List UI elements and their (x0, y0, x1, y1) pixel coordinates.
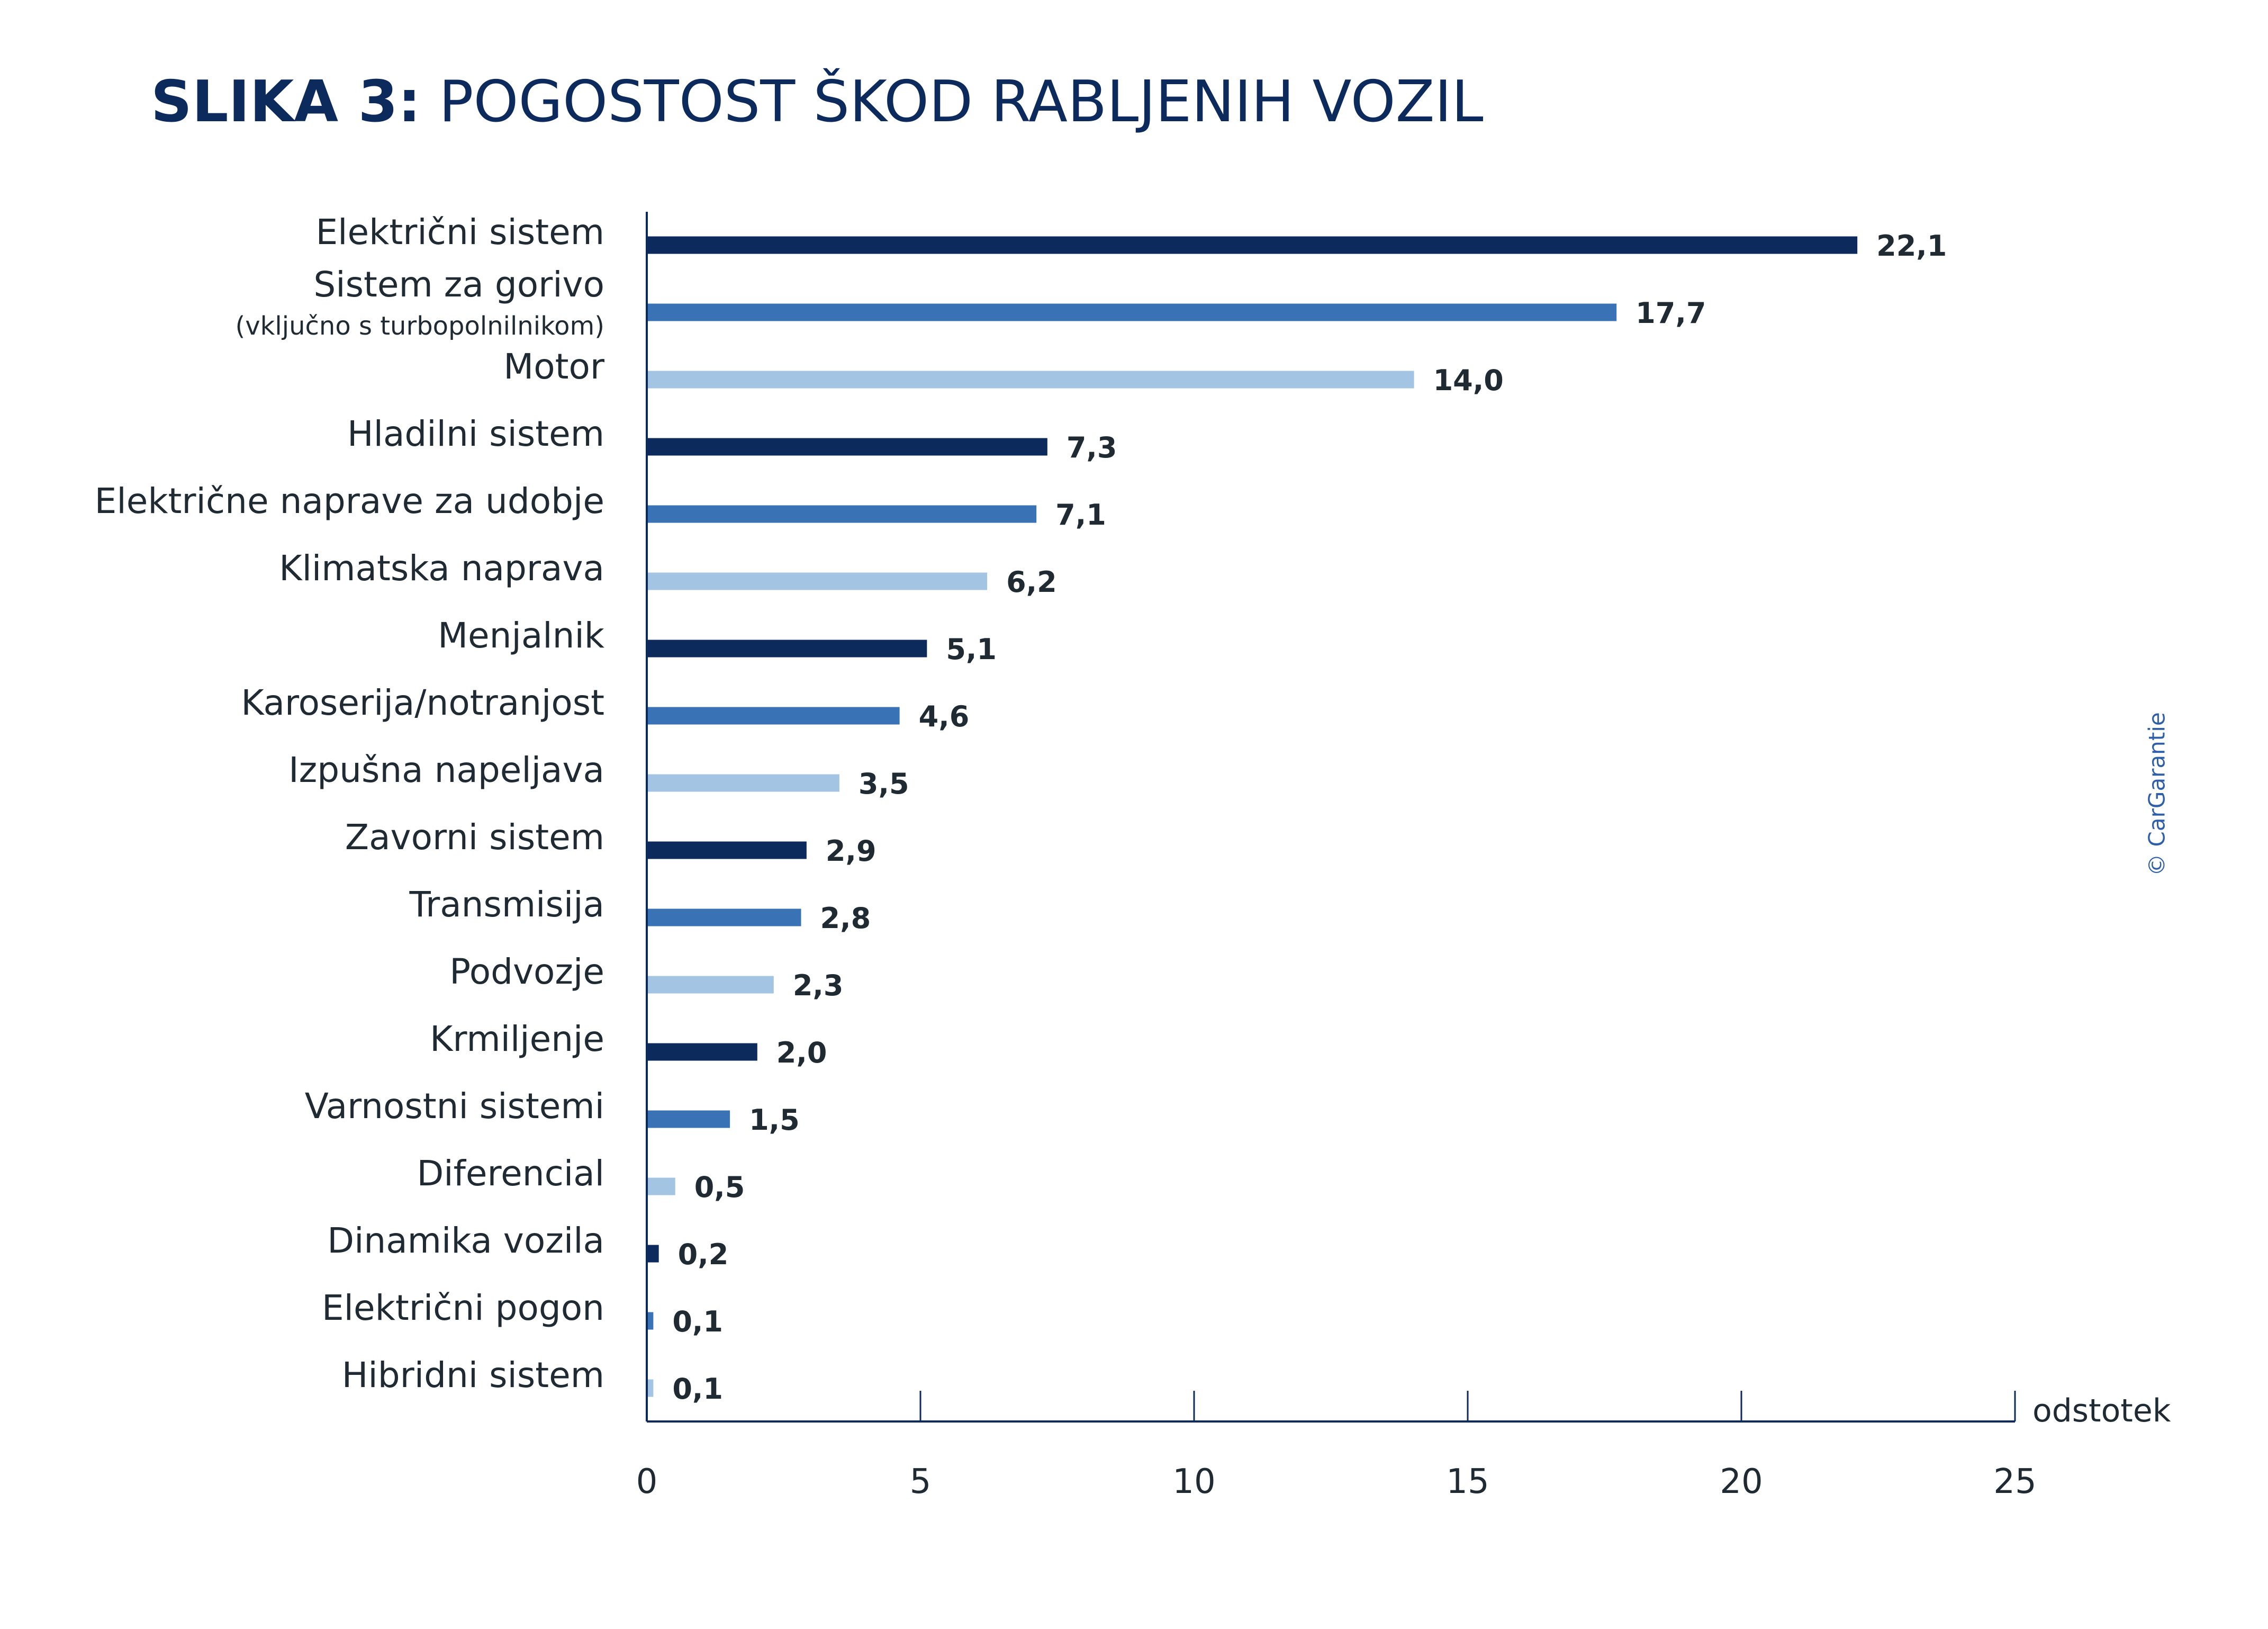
value-label: 5,1 (946, 633, 997, 666)
category-label: Električni sistem (315, 212, 604, 253)
category-label: Klimatska naprava (279, 548, 604, 589)
figure-title: POGOSTOST ŠKOD RABLJENIH VOZIL (421, 69, 1484, 135)
category-label: Izpušna napeljava (288, 750, 604, 790)
value-label: 4,6 (919, 700, 970, 733)
category-label: Električne naprave za udobje (95, 481, 604, 521)
x-tick-label: 15 (1446, 1462, 1489, 1501)
value-label: 7,1 (1055, 498, 1106, 532)
bar (648, 1043, 757, 1061)
value-label: 0,2 (678, 1238, 729, 1271)
category-sublabel: (vključno s turbopolnilnikom) (236, 311, 605, 341)
value-label: 1,5 (749, 1103, 800, 1137)
chart-title: SLIKA 3: POGOSTOST ŠKOD RABLJENIH VOZIL (151, 69, 1484, 135)
x-axis-label: odstotek (2032, 1392, 2171, 1429)
value-label: 7,3 (1067, 431, 1117, 464)
figure-number: SLIKA 3: (151, 69, 421, 135)
category-label: Hibridni sistem (342, 1355, 604, 1396)
value-label: 22,1 (1876, 229, 1947, 263)
category-label: Motor (503, 346, 605, 387)
bar (648, 572, 988, 590)
bar (648, 1110, 730, 1128)
x-tick-label: 10 (1172, 1462, 1215, 1501)
bar (648, 303, 1617, 321)
category-label: Krmiljenje (430, 1019, 604, 1059)
bar (648, 1379, 654, 1397)
bar (648, 908, 801, 926)
bar (648, 1245, 659, 1263)
copyright-credit: © CarGarantie (2144, 712, 2170, 876)
bar (648, 841, 807, 859)
bar (648, 774, 839, 792)
category-label: Menjalnik (438, 615, 605, 656)
bar (648, 371, 1414, 389)
bar (648, 236, 1858, 254)
bar (648, 1177, 675, 1195)
bar (648, 707, 900, 725)
category-label: Električni pogon (322, 1288, 604, 1328)
value-label: 17,7 (1636, 296, 1706, 330)
value-label: 0,5 (694, 1171, 745, 1204)
value-label: 2,0 (776, 1036, 827, 1069)
category-label: Transmisija (409, 884, 604, 925)
value-label: 3,5 (859, 767, 909, 800)
category-label: Zavorni sistem (345, 817, 604, 858)
bar (648, 976, 774, 994)
category-label: Podvozje (449, 951, 604, 992)
x-tick-label: 20 (1720, 1462, 1763, 1501)
category-label: Hladilni sistem (347, 413, 604, 454)
value-label: 2,3 (793, 969, 844, 1002)
bar (648, 640, 927, 658)
category-label: Sistem za gorivo (313, 264, 604, 305)
category-label: Varnostni sistemi (305, 1086, 604, 1127)
value-label: 2,9 (826, 834, 877, 868)
bar (648, 505, 1037, 523)
value-label: 6,2 (1006, 565, 1057, 599)
bar (648, 438, 1047, 456)
x-tick-label: 0 (636, 1462, 658, 1501)
value-label: 14,0 (1433, 364, 1504, 397)
x-tick-label: 25 (1993, 1462, 2036, 1501)
category-label: Karoserija/notranjost (241, 682, 604, 723)
value-label: 2,8 (820, 902, 871, 935)
value-label: 0,1 (672, 1305, 723, 1338)
category-label: Dinamika vozila (327, 1220, 604, 1261)
bar (648, 1312, 654, 1330)
value-label: 0,1 (672, 1372, 723, 1406)
category-label: Diferencial (417, 1153, 604, 1194)
x-tick-label: 5 (910, 1462, 932, 1501)
